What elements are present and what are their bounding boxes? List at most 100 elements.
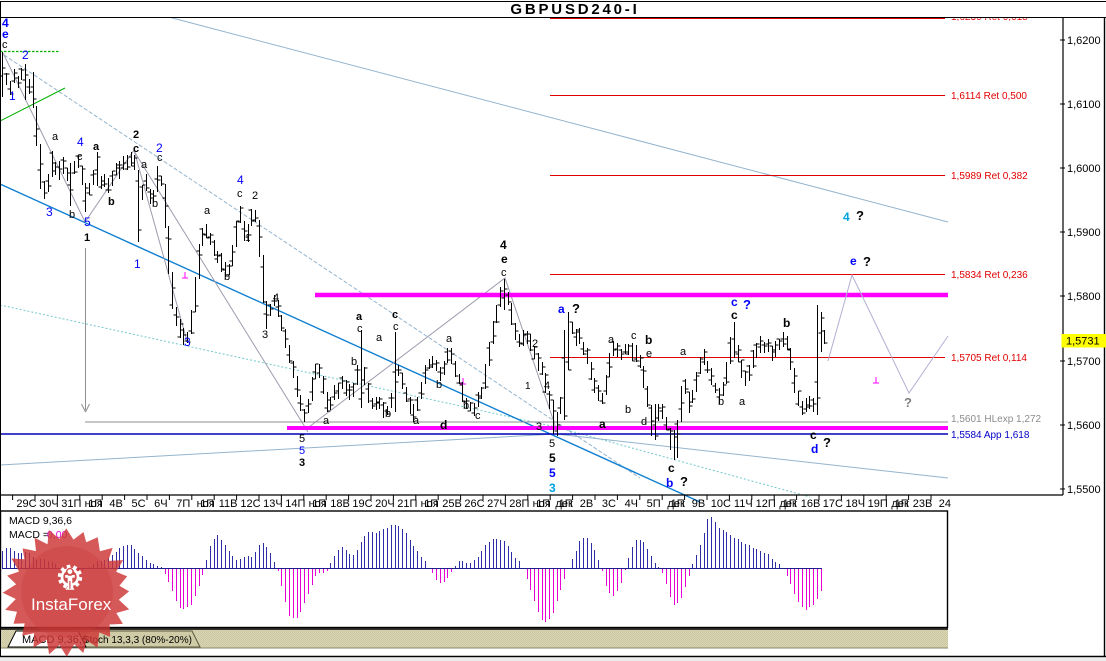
svg-text:b: b (463, 400, 469, 412)
svg-text:d: d (440, 418, 447, 432)
svg-text:28П: 28П (509, 498, 529, 510)
svg-text:4: 4 (843, 210, 850, 224)
svg-text:1П: 1П (671, 498, 685, 510)
svg-text:b: b (224, 271, 230, 283)
svg-text:27Ч: 27Ч (487, 498, 507, 510)
svg-text:c: c (731, 295, 738, 309)
svg-text:1,5800: 1,5800 (1067, 291, 1101, 303)
svg-text:ноя: ноя (197, 498, 215, 510)
svg-text:a: a (323, 415, 330, 427)
svg-text:4: 4 (500, 238, 507, 252)
svg-text:1,6000: 1,6000 (1067, 163, 1101, 175)
svg-text:31П: 31П (61, 498, 81, 510)
svg-text:?: ? (572, 301, 580, 316)
svg-text:a: a (356, 311, 363, 323)
svg-text:5П: 5П (647, 498, 661, 510)
svg-text:7П: 7П (176, 498, 190, 510)
svg-text:3: 3 (46, 205, 53, 219)
svg-text:14П: 14П (285, 498, 305, 510)
svg-text:4: 4 (273, 292, 279, 304)
svg-text:3: 3 (549, 481, 556, 495)
svg-text:MACD =: MACD = (9, 529, 49, 541)
svg-text:16В: 16В (801, 498, 821, 510)
svg-text:c: c (77, 151, 83, 163)
svg-text:18В: 18В (330, 498, 350, 510)
svg-text:1,6230 Ret 0,618: 1,6230 Ret 0,618 (951, 12, 1028, 23)
svg-text:a: a (599, 417, 606, 431)
svg-text:d: d (811, 442, 818, 456)
svg-text:Stoch 13,3,3 (80%-20%): Stoch 13,3,3 (80%-20%) (83, 635, 192, 646)
svg-text:c: c (731, 308, 738, 322)
svg-text:26С: 26С (464, 498, 484, 510)
svg-text:b: b (625, 404, 631, 416)
svg-text:b: b (645, 333, 652, 347)
svg-text:12П: 12П (756, 498, 776, 510)
svg-text:3: 3 (184, 335, 191, 349)
svg-text:MACD 9,36,6: MACD 9,36,6 (9, 515, 72, 527)
svg-text:12С: 12С (240, 498, 260, 510)
svg-text:1,6114 Ret 0,500: 1,6114 Ret 0,500 (951, 91, 1027, 102)
svg-text:24: 24 (939, 498, 951, 510)
svg-text:25В: 25В (442, 498, 462, 510)
svg-text:5: 5 (549, 451, 556, 465)
svg-text:c: c (237, 188, 243, 200)
svg-text:13Ч: 13Ч (263, 498, 283, 510)
svg-text:GBPUSD240-I: GBPUSD240-I (510, 1, 639, 18)
svg-text:1,5731: 1,5731 (1066, 336, 1100, 348)
svg-text:1,5601 HLexp 1,272: 1,5601 HLexp 1,272 (951, 414, 1042, 425)
svg-text:2: 2 (252, 190, 258, 202)
svg-text:21П: 21П (397, 498, 417, 510)
svg-text:c: c (393, 321, 399, 333)
svg-text:2В: 2В (580, 498, 593, 510)
svg-text:1,5705 Ret 0,114: 1,5705 Ret 0,114 (951, 353, 1027, 364)
svg-text:b: b (718, 396, 724, 408)
svg-text:b: b (69, 209, 75, 221)
svg-text:a: a (93, 141, 100, 153)
svg-text:3С: 3С (602, 498, 616, 510)
svg-text:1: 1 (525, 381, 531, 392)
svg-text:?: ? (823, 435, 831, 450)
svg-text:a: a (558, 302, 565, 316)
svg-text:1,5834 Ret 0,236: 1,5834 Ret 0,236 (951, 270, 1028, 281)
svg-text:4: 4 (237, 173, 244, 187)
svg-text:c: c (810, 428, 817, 442)
svg-text:a: a (376, 332, 383, 344)
svg-text:1,5989 Ret 0,382: 1,5989 Ret 0,382 (951, 171, 1028, 182)
svg-text:4: 4 (544, 380, 550, 392)
svg-text:a: a (739, 396, 746, 408)
svg-text:2: 2 (133, 129, 139, 141)
svg-text:1,6200: 1,6200 (1067, 35, 1101, 47)
svg-text:InstaForex: InstaForex (31, 595, 112, 614)
svg-text:дек: дек (891, 498, 909, 510)
svg-text:1,5500: 1,5500 (1067, 484, 1101, 496)
svg-text:5: 5 (549, 438, 555, 450)
svg-text:1: 1 (84, 232, 90, 244)
svg-text:1: 1 (245, 233, 251, 244)
svg-text:a: a (141, 159, 148, 171)
svg-text:c: c (668, 461, 675, 475)
svg-text:1П: 1П (312, 498, 326, 510)
svg-text:d: d (641, 416, 647, 428)
svg-text:5: 5 (549, 466, 556, 480)
svg-text:b: b (666, 476, 673, 490)
svg-text:1П: 1П (88, 498, 102, 510)
svg-text:b: b (385, 408, 391, 420)
svg-text:?: ? (856, 208, 864, 223)
svg-text:e: e (646, 348, 652, 360)
svg-text:b: b (152, 198, 158, 210)
svg-text:1П: 1П (536, 498, 550, 510)
svg-text:11В: 11В (219, 498, 238, 510)
svg-text:10С: 10С (711, 498, 731, 510)
svg-text:?: ? (863, 254, 871, 269)
svg-text:6Ч: 6Ч (154, 498, 167, 510)
svg-text:c: c (501, 267, 507, 279)
svg-text:18Ч: 18Ч (846, 498, 866, 510)
svg-text:4В: 4В (109, 498, 122, 510)
svg-text:9В: 9В (692, 498, 705, 510)
svg-text:1,5700: 1,5700 (1067, 356, 1101, 368)
svg-text:4Ч: 4Ч (625, 498, 638, 510)
svg-text:19С: 19С (352, 498, 372, 510)
svg-text:1,6100: 1,6100 (1067, 99, 1101, 111)
svg-text:1П: 1П (424, 498, 438, 510)
svg-text:ноя: ноя (533, 498, 551, 510)
